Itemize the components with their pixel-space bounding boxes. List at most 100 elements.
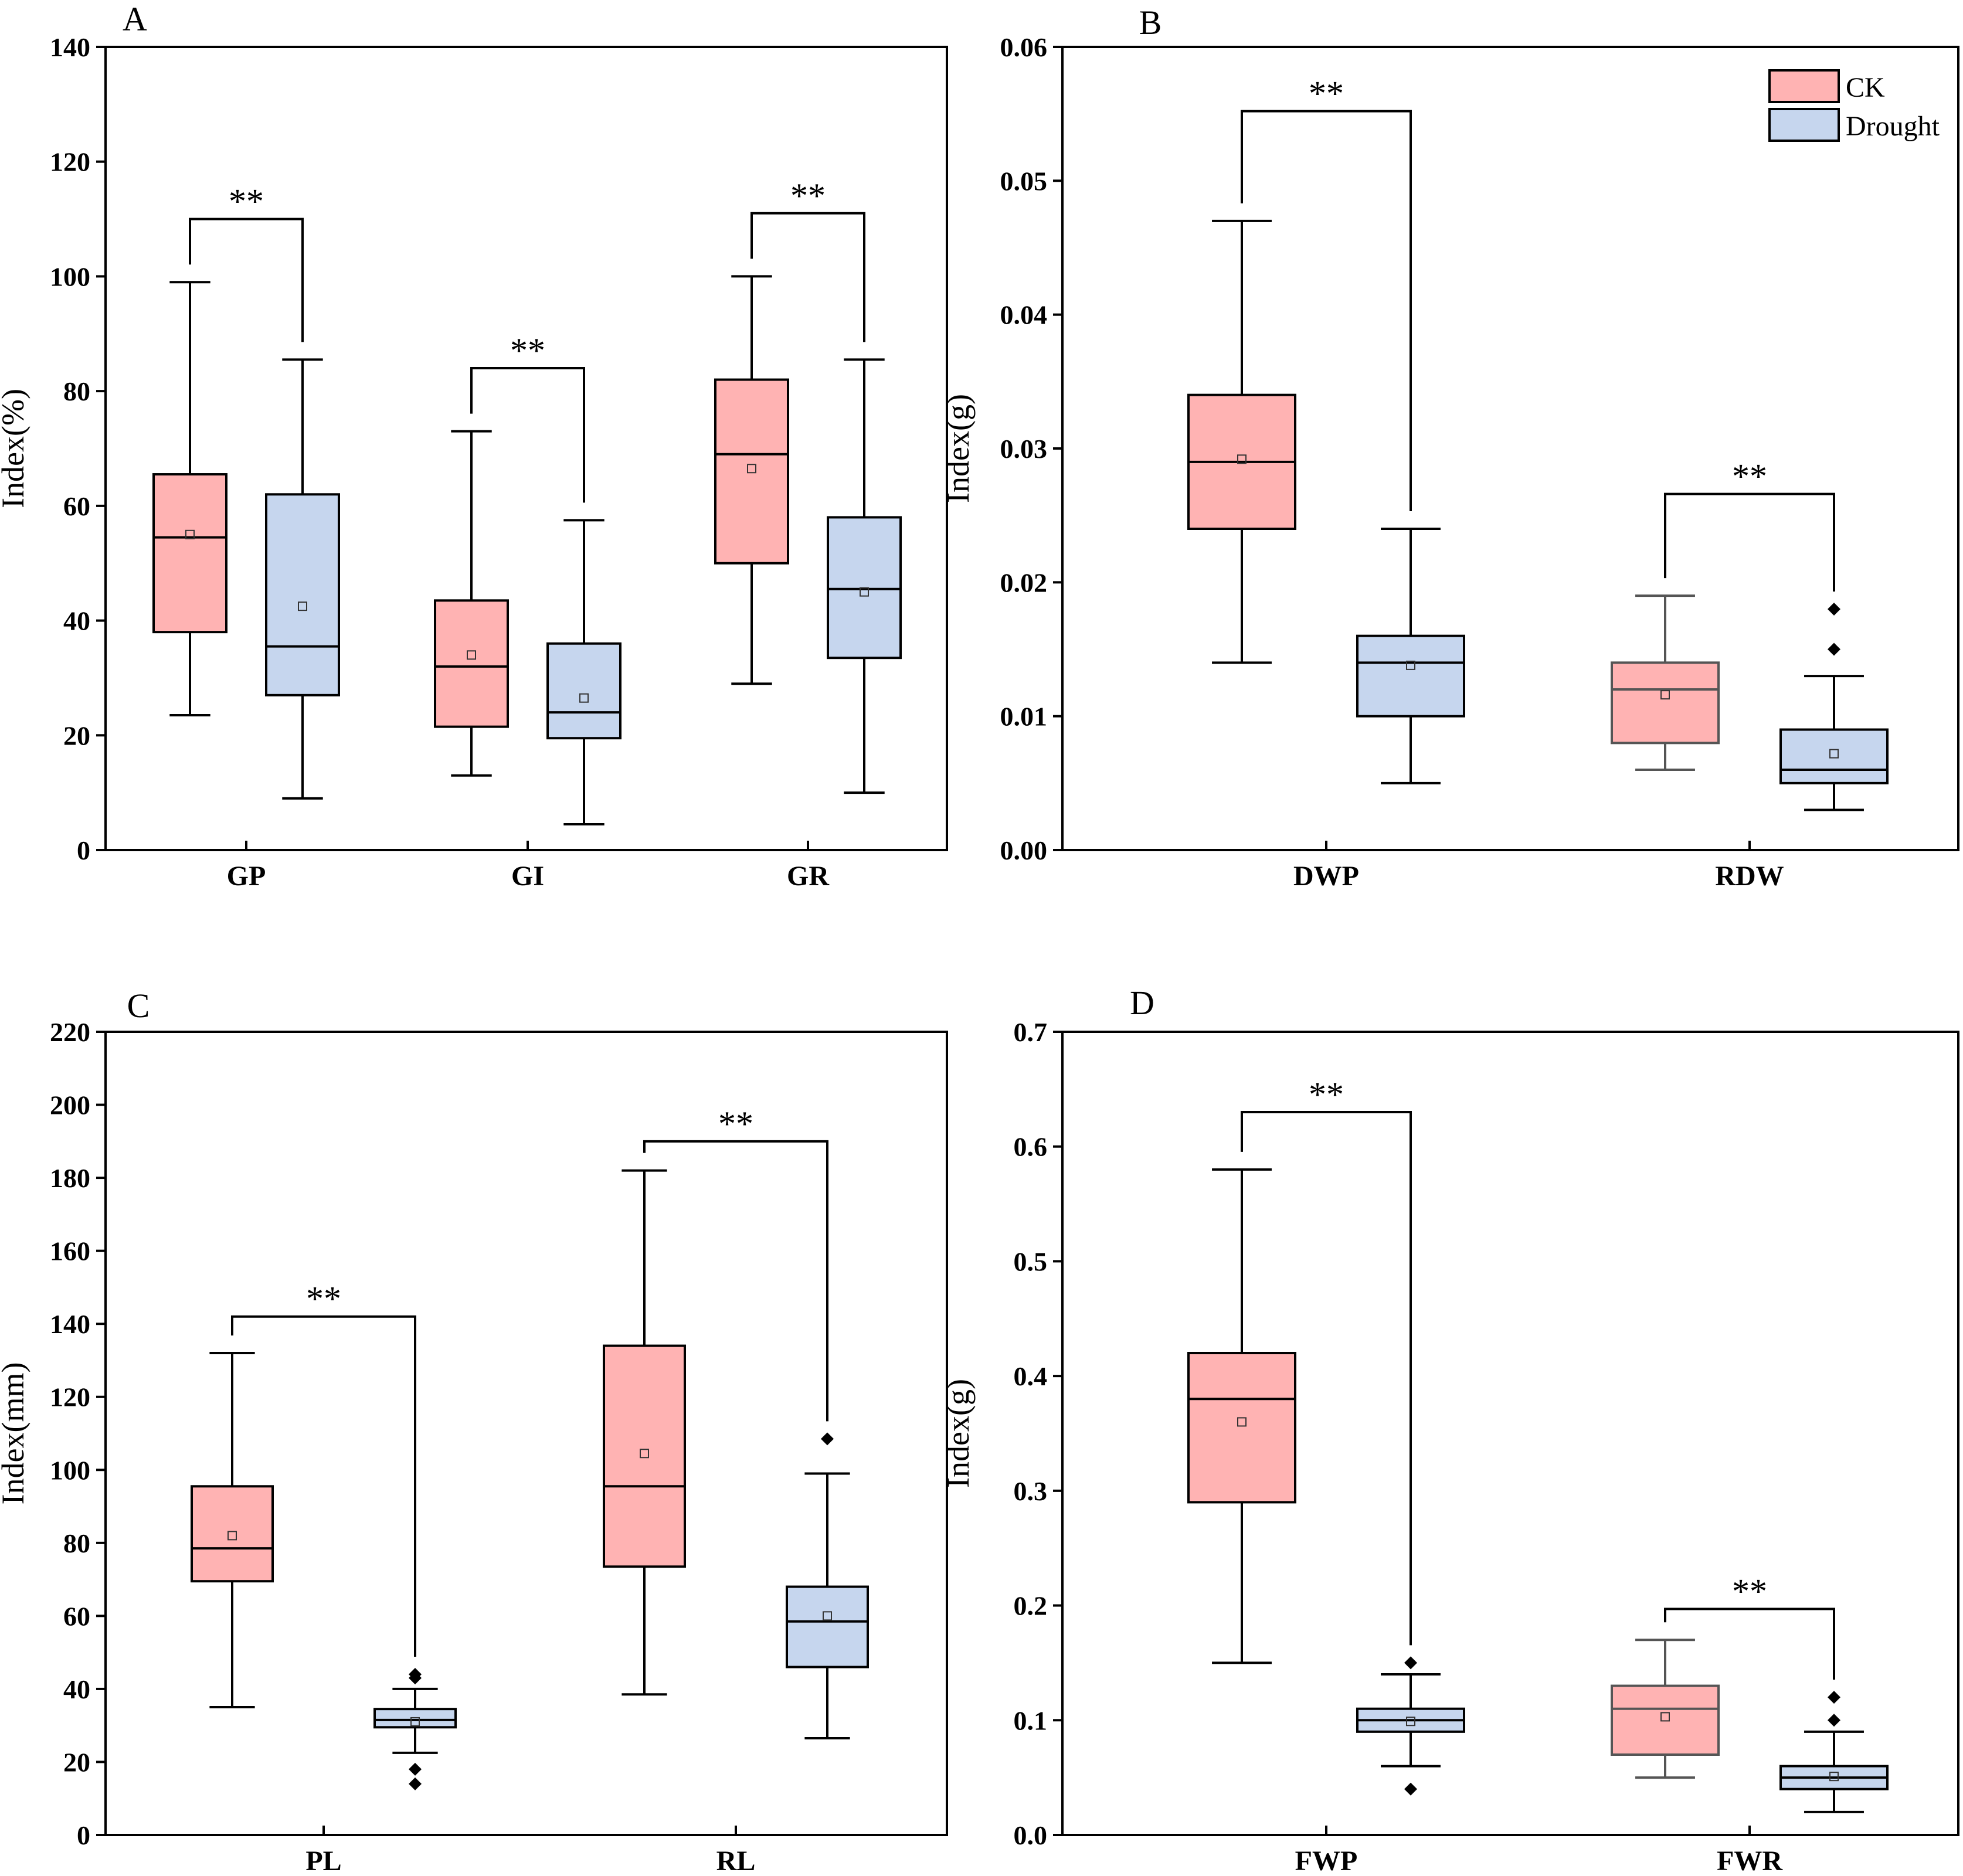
box-drought-dwp	[1356, 528, 1465, 784]
mean-marker	[1237, 454, 1247, 464]
y-tick-label: 40	[63, 606, 90, 636]
y-tick-label: 120	[50, 147, 90, 177]
panel-a: A 0 20 40 60 80 100 120 140 Index(%) GP GI GR ** ** **	[0, 0, 948, 892]
box-drought-gp	[265, 358, 340, 800]
significance-bracket: **	[189, 182, 304, 342]
y-tick-label: 80	[63, 1528, 90, 1558]
iqr-box	[1611, 661, 1720, 745]
y-tick-label: 100	[50, 261, 90, 291]
box-drought-fwp	[1356, 1656, 1465, 1796]
significance-label: **	[306, 1280, 341, 1318]
y-tick-label: 60	[63, 1601, 90, 1631]
y-tick-label: 40	[63, 1674, 90, 1704]
bracket-line	[231, 1315, 416, 1657]
box-drought-rl	[786, 1432, 869, 1739]
bracket-line	[470, 367, 585, 503]
box-drought-pl	[373, 1668, 457, 1790]
iqr-box	[191, 1485, 274, 1583]
significance-bracket: **	[470, 331, 585, 503]
significance-label: **	[1732, 457, 1767, 496]
y-tick-label: 0.06	[1000, 32, 1048, 62]
outlier-point	[1828, 1691, 1840, 1704]
legend: CK Drought	[1768, 69, 1940, 142]
mean-marker	[1829, 749, 1839, 759]
legend-label-drought: Drought	[1846, 111, 1940, 142]
box-ck-dwp	[1187, 219, 1296, 664]
mean-marker	[579, 693, 589, 703]
panel-c: C 0 20 40 60 80 100 120 140 160 180 200 220 Index(mm)…	[0, 987, 948, 1876]
iqr-box	[546, 642, 621, 740]
y-axis-title: Index(g)	[940, 394, 976, 503]
mean-marker	[1829, 1772, 1839, 1782]
y-tick-label: 0.1	[1014, 1705, 1048, 1735]
x-tick-label: PL	[305, 1846, 341, 1876]
x-tick-label: FWR	[1717, 1846, 1783, 1876]
y-tick-label: 140	[50, 1309, 90, 1339]
plot-frame	[104, 1031, 948, 1836]
y-tick-label: 220	[50, 1017, 90, 1047]
x-tick-label: RDW	[1715, 861, 1784, 892]
x-tick-label: FWP	[1295, 1846, 1358, 1876]
x-tick-label: DWP	[1293, 861, 1359, 892]
box-ck-rl	[603, 1169, 686, 1696]
y-tick-label: 0.3	[1014, 1476, 1048, 1506]
significance-bracket: **	[1664, 457, 1835, 592]
iqr-box	[434, 599, 509, 728]
legend-swatch-ck	[1768, 69, 1840, 103]
box-ck-gr	[714, 275, 789, 685]
y-tick-label: 0.03	[1000, 434, 1048, 464]
y-tick-label: 0.00	[1000, 835, 1048, 865]
significance-label: **	[1309, 1075, 1344, 1114]
mean-marker	[747, 464, 756, 474]
bracket-line	[1241, 110, 1412, 511]
box-ck-fwr	[1611, 1639, 1720, 1779]
y-tick-label: 0	[77, 835, 90, 865]
iqr-box	[1356, 634, 1465, 718]
y-tick-label: 120	[50, 1382, 90, 1412]
mean-marker	[1406, 1717, 1415, 1727]
y-tick-label: 0.4	[1014, 1361, 1048, 1391]
legend-swatch-drought	[1768, 108, 1840, 142]
plot-frame	[1061, 1031, 1959, 1836]
iqr-box	[603, 1344, 686, 1568]
outlier-point	[1828, 1714, 1840, 1727]
significance-label: **	[229, 182, 264, 221]
bracket-line	[1664, 492, 1835, 592]
box-ck-rdw	[1611, 594, 1720, 771]
significance-label: **	[510, 331, 545, 370]
box-ck-gp	[152, 281, 227, 717]
iqr-box	[265, 493, 340, 696]
significance-label: **	[1732, 1572, 1767, 1610]
significance-bracket: **	[231, 1280, 416, 1657]
outlier-point	[1828, 643, 1840, 656]
box-drought-rdw	[1779, 603, 1889, 811]
y-tick-label: 0.6	[1014, 1132, 1048, 1162]
iqr-box	[152, 473, 227, 634]
significance-label: **	[790, 176, 826, 215]
significance-bracket: **	[1241, 74, 1412, 511]
y-tick-label: 0.04	[1000, 300, 1048, 330]
y-axis-title: Index(%)	[0, 389, 30, 508]
y-tick-label: 0.0	[1014, 1820, 1048, 1850]
y-tick-label: 200	[50, 1090, 90, 1120]
outlier-point	[409, 1762, 422, 1776]
panel-label: C	[127, 987, 150, 1025]
y-tick-label: 0.02	[1000, 567, 1048, 597]
mean-marker	[185, 529, 195, 539]
bracket-line	[750, 212, 865, 342]
y-tick-label: 160	[50, 1236, 90, 1266]
x-tick-label: GP	[227, 861, 266, 892]
box-drought-gi	[546, 519, 621, 825]
y-tick-label: 60	[63, 491, 90, 521]
significance-label: **	[1309, 74, 1344, 113]
y-tick-label: 0.7	[1014, 1017, 1048, 1047]
significance-bracket: **	[1664, 1572, 1835, 1680]
bracket-line	[1241, 1111, 1412, 1646]
y-tick-label: 0.5	[1014, 1246, 1048, 1276]
plot-frame	[104, 46, 948, 851]
mean-marker	[1406, 660, 1415, 670]
iqr-box	[1187, 1352, 1296, 1504]
mean-marker	[1660, 690, 1670, 700]
y-axis-title: Index(mm)	[0, 1362, 30, 1505]
